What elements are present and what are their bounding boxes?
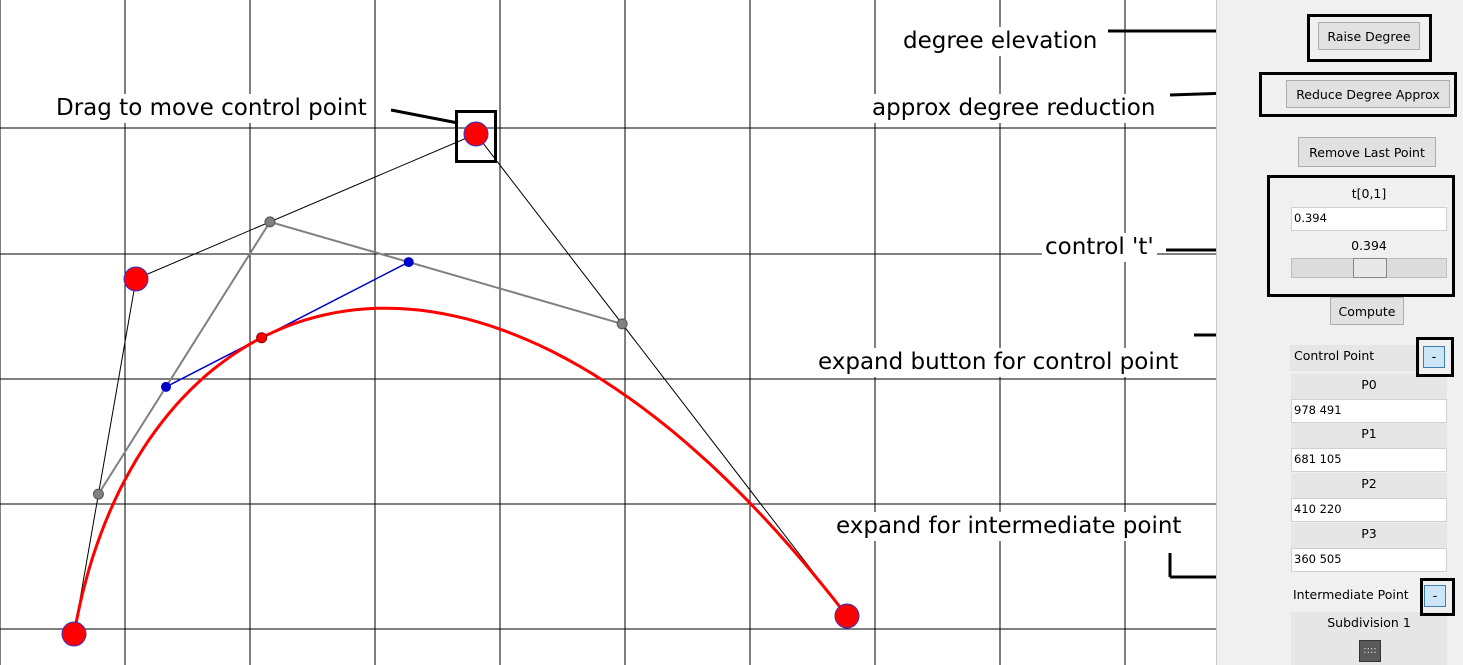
level1-point-1	[264, 216, 276, 228]
control-point-header: Control Point	[1290, 345, 1420, 371]
raise-degree-button[interactable]: Raise Degree	[1318, 22, 1420, 50]
level2-point-1	[403, 257, 414, 268]
p0-field[interactable]: 978 491	[1291, 399, 1447, 423]
callout-drag-control: Drag to move control point	[53, 94, 370, 123]
t-slider-thumb[interactable]	[1353, 258, 1388, 278]
reduce-degree-approx-button[interactable]: Reduce Degree Approx	[1286, 80, 1450, 108]
t-input[interactable]: 0.394	[1291, 207, 1447, 231]
control-point-p2[interactable]	[463, 121, 489, 147]
callout-expand-intermediate: expand for intermediate point	[833, 512, 1185, 541]
intermediate-point-expand-button[interactable]: -	[1424, 585, 1446, 607]
p2-field[interactable]: 410 220	[1291, 498, 1447, 522]
t-slider-value: 0.394	[1351, 238, 1387, 253]
t-label: t[0,1]	[1351, 186, 1387, 201]
callout-control-t: control 't'	[1042, 233, 1157, 262]
frame-drag-point	[455, 110, 497, 163]
callout-degree-elevation: degree elevation	[900, 27, 1101, 56]
frame-control-expand	[1416, 337, 1454, 377]
control-polygon	[73, 133, 848, 635]
bezier-curve	[72, 306, 849, 635]
curve-point-at-t	[256, 332, 268, 344]
leader-line-2	[390, 108, 459, 125]
p3-field[interactable]: 360 505	[1291, 548, 1447, 572]
level2-point-0	[161, 381, 172, 392]
control-point-p0[interactable]	[61, 621, 87, 647]
subdivision-handle-icon[interactable]: ::::	[1359, 640, 1381, 662]
p3-label: P3	[1291, 523, 1447, 548]
level1-point-2	[616, 318, 628, 330]
callout-approx-reduction: approx degree reduction	[869, 94, 1159, 123]
intermediate-point-header: Intermediate Point	[1293, 587, 1409, 602]
frame-raise-degree	[1307, 14, 1432, 62]
remove-last-point-button[interactable]: Remove Last Point	[1298, 137, 1436, 167]
frame-intermediate-expand	[1420, 578, 1455, 616]
compute-button[interactable]: Compute	[1330, 297, 1404, 325]
control-point-p3[interactable]	[834, 603, 860, 629]
frame-t-controls	[1267, 175, 1455, 297]
p1-label: P1	[1291, 423, 1447, 448]
control-point-expand-button[interactable]: -	[1423, 346, 1445, 368]
level1-point-0	[92, 488, 104, 500]
callout-expand-control: expand button for control point	[815, 348, 1182, 377]
p2-label: P2	[1291, 473, 1447, 498]
p0-label: P0	[1291, 374, 1447, 399]
control-point-p1[interactable]	[123, 266, 149, 292]
p1-field[interactable]: 681 105	[1291, 448, 1447, 472]
frame-reduce-degree	[1259, 72, 1457, 117]
